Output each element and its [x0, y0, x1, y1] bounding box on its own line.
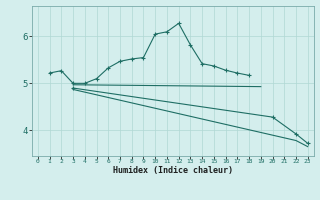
X-axis label: Humidex (Indice chaleur): Humidex (Indice chaleur): [113, 166, 233, 175]
